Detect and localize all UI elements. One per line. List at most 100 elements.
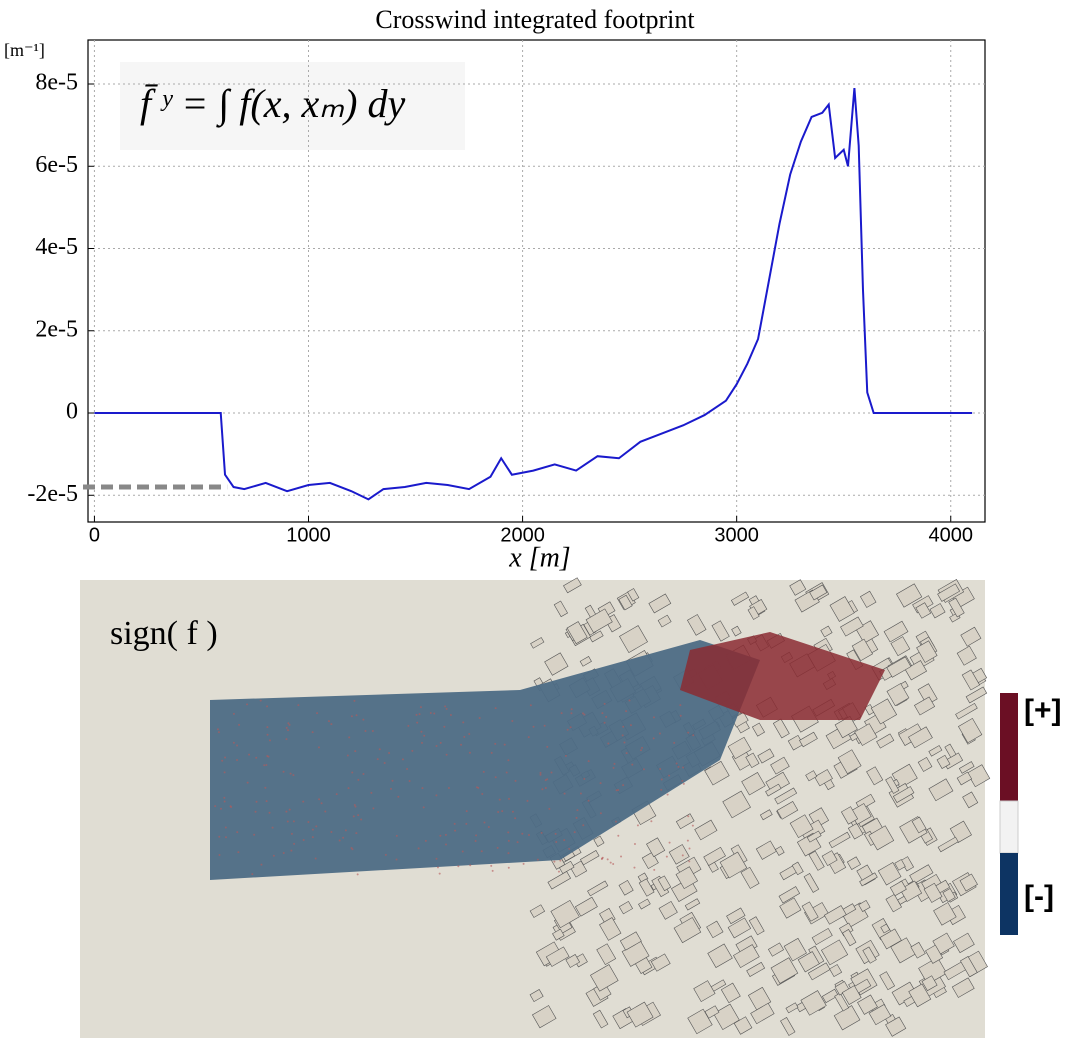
plume-speck bbox=[397, 796, 399, 798]
x-tick-label: 2000 bbox=[500, 524, 545, 546]
plume-speck bbox=[553, 861, 555, 863]
plume-speck bbox=[460, 744, 462, 746]
plume-speck bbox=[633, 867, 635, 869]
y-tick-label: 8e-5 bbox=[35, 70, 78, 96]
plume-speck bbox=[418, 847, 420, 849]
plume-speck bbox=[626, 752, 628, 754]
plume-speck bbox=[293, 843, 295, 845]
formula: f̄ ʸ = ∫ f(x, xₘ) dy bbox=[140, 81, 405, 128]
plume-speck bbox=[347, 755, 349, 757]
plume-speck bbox=[269, 812, 271, 814]
plume-speck bbox=[285, 738, 287, 740]
y-tick-label: 6e-5 bbox=[35, 152, 78, 178]
plume-speck bbox=[653, 869, 655, 871]
plume-speck bbox=[339, 839, 341, 841]
plume-speck bbox=[224, 756, 226, 758]
plume-speck bbox=[370, 792, 372, 794]
plume-speck bbox=[588, 800, 590, 802]
plume-speck bbox=[622, 726, 624, 728]
plume-speck bbox=[312, 731, 314, 733]
plume-speck bbox=[285, 811, 287, 813]
plume-speck bbox=[450, 714, 452, 716]
plume-speck bbox=[436, 858, 438, 860]
plume-speck bbox=[607, 742, 609, 744]
plume-speck bbox=[293, 820, 295, 822]
plume-speck bbox=[507, 759, 509, 761]
plume-speck bbox=[462, 721, 464, 723]
plume-speck bbox=[601, 858, 603, 860]
plume-speck bbox=[533, 726, 535, 728]
plume-speck bbox=[680, 715, 682, 717]
plume-speck bbox=[223, 797, 225, 799]
plume-speck bbox=[515, 780, 517, 782]
plume-speck bbox=[640, 749, 642, 751]
plume-speck bbox=[681, 780, 683, 782]
plume-speck bbox=[497, 811, 499, 813]
plume-speck bbox=[423, 735, 425, 737]
plume-speck bbox=[440, 742, 442, 744]
plume-speck bbox=[214, 805, 216, 807]
plume-speck bbox=[528, 736, 530, 738]
plume-speck bbox=[372, 730, 374, 732]
plume-speck bbox=[625, 710, 627, 712]
plume-speck bbox=[643, 768, 645, 770]
plume-speck bbox=[540, 772, 542, 774]
plume-speck bbox=[508, 840, 510, 842]
plume-speck bbox=[559, 860, 561, 862]
plume-speck bbox=[541, 832, 543, 834]
plume-speck bbox=[550, 771, 552, 773]
plume-speck bbox=[568, 848, 570, 850]
plume-speck bbox=[541, 788, 543, 790]
plume-speck bbox=[580, 793, 582, 795]
plume-speck bbox=[316, 712, 318, 714]
plume-speck bbox=[225, 836, 227, 838]
plume-speck bbox=[312, 836, 314, 838]
x-tick-label: 0 bbox=[89, 524, 100, 546]
plume-speck bbox=[588, 760, 590, 762]
plume-speck bbox=[555, 833, 557, 835]
plume-speck bbox=[667, 794, 669, 796]
plume-speck bbox=[302, 801, 304, 803]
plume-speck bbox=[421, 742, 423, 744]
plume-speck bbox=[454, 823, 456, 825]
plume-speck bbox=[666, 856, 668, 858]
plume-speck bbox=[318, 798, 320, 800]
plume-speck bbox=[420, 706, 422, 708]
plume-speck bbox=[514, 817, 516, 819]
plume-speck bbox=[435, 794, 437, 796]
plume-speck bbox=[504, 744, 506, 746]
plume-speck bbox=[415, 714, 417, 716]
plume-speck bbox=[411, 750, 413, 752]
plume-speck bbox=[620, 856, 622, 858]
plume-speck bbox=[372, 807, 374, 809]
plume-speck bbox=[236, 831, 238, 833]
plume-speck bbox=[357, 779, 359, 781]
colorbar-negative bbox=[1000, 853, 1018, 935]
plume-speck bbox=[392, 780, 394, 782]
plume-speck bbox=[616, 789, 618, 791]
plume-speck bbox=[623, 741, 625, 743]
plume-speck bbox=[297, 704, 299, 706]
plume-speck bbox=[517, 841, 519, 843]
plume-speck bbox=[287, 729, 289, 731]
plume-speck bbox=[689, 848, 691, 850]
plume-speck bbox=[634, 843, 636, 845]
plume-speck bbox=[437, 866, 439, 868]
plume-speck bbox=[218, 836, 220, 838]
plume-speck bbox=[561, 712, 563, 714]
plume-speck bbox=[650, 820, 652, 822]
plume-speck bbox=[630, 724, 632, 726]
plume-speck bbox=[495, 707, 497, 709]
plume-speck bbox=[407, 725, 409, 727]
plume-speck bbox=[236, 745, 238, 747]
plume-speck bbox=[330, 831, 332, 833]
plume-speck bbox=[564, 793, 566, 795]
plume-speck bbox=[255, 757, 257, 759]
plume-speck bbox=[353, 815, 355, 817]
plume-speck bbox=[353, 700, 355, 702]
plume-speck bbox=[604, 703, 606, 705]
plume-speck bbox=[446, 708, 448, 710]
plume-speck bbox=[312, 829, 314, 831]
plume-speck bbox=[463, 736, 465, 738]
plume-speck bbox=[377, 758, 379, 760]
